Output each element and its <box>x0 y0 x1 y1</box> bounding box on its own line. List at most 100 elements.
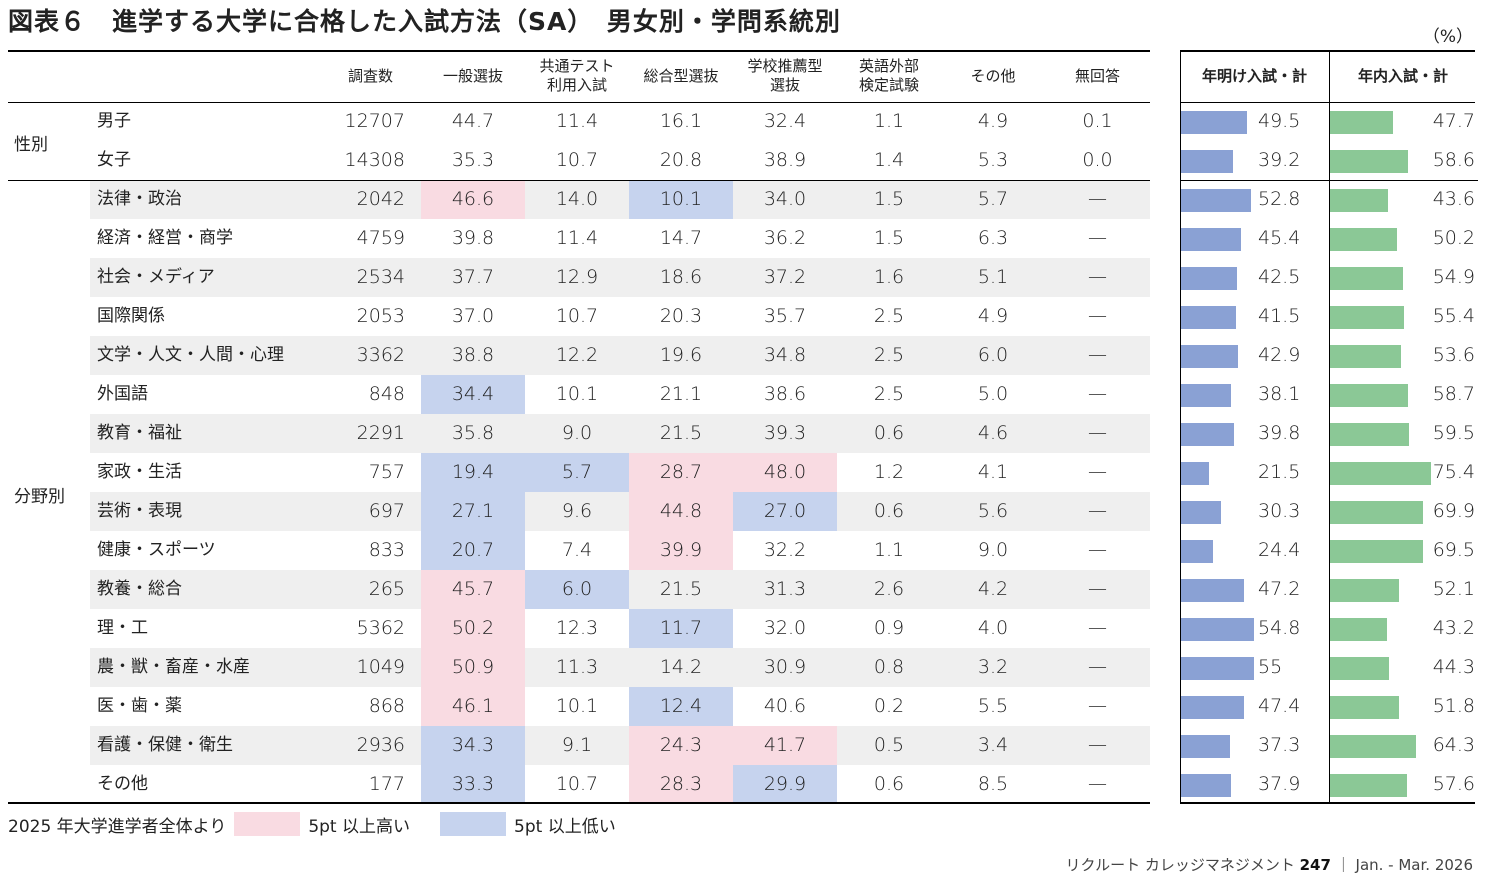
row-label: 法律・政治 <box>97 189 182 209</box>
value-cell: 18.6 <box>659 266 703 288</box>
value-cell: 5.7 <box>977 188 1009 210</box>
value-cell: 36.2 <box>763 227 807 249</box>
bar-year-end <box>1329 696 1399 719</box>
row-band <box>90 180 1150 219</box>
value-cell: 38.8 <box>451 344 495 366</box>
column-header: 学校推薦型 選抜 <box>747 57 823 94</box>
bar-year-start <box>1180 423 1234 446</box>
value-cell: 39.9 <box>629 531 733 570</box>
value-cell: 0.5 <box>873 734 905 756</box>
value-cell: 5.1 <box>977 266 1009 288</box>
bar-year-end <box>1329 423 1410 446</box>
bar-year-start <box>1180 228 1242 251</box>
value-cell: 21.1 <box>659 383 703 405</box>
figure-title: 図表６ 進学する大学に合格した入試方法（SA） 男女別・学問系統別 <box>8 7 841 36</box>
bar-year-end <box>1329 345 1402 368</box>
value-cell: 6.3 <box>977 227 1009 249</box>
column-header: 総合型選抜 <box>643 66 719 85</box>
row-band <box>90 258 1150 297</box>
value-cell: 0.8 <box>873 656 905 678</box>
value-cell: 50.9 <box>421 648 525 687</box>
value-cell: 14.7 <box>659 227 703 249</box>
bar-year-end <box>1329 657 1389 680</box>
bar-year-end <box>1329 462 1431 485</box>
count-cell: 265 <box>368 578 405 600</box>
value-cell: 11.4 <box>555 110 599 132</box>
value-cell: 10.1 <box>629 180 733 219</box>
bar-value-year-start: 49.5 <box>1258 110 1301 132</box>
value-cell: 12.9 <box>555 266 599 288</box>
bar-value-year-start: 42.5 <box>1258 266 1301 288</box>
value-cell: 0.6 <box>873 500 905 522</box>
value-cell: 24.3 <box>629 726 733 765</box>
row-band <box>90 726 1150 765</box>
value-cell: 37.2 <box>763 266 807 288</box>
value-cell: 5.7 <box>525 453 629 492</box>
bar-year-end <box>1329 735 1416 758</box>
value-cell: 1.4 <box>873 149 905 171</box>
bar-value-year-end: 47.7 <box>1432 110 1475 132</box>
value-cell: 0.9 <box>873 617 905 639</box>
value-cell: 16.1 <box>659 110 703 132</box>
value-cell: 40.6 <box>763 695 807 717</box>
value-cell: — <box>1088 500 1107 522</box>
right-column-header: 年明け入試・計 <box>1201 66 1307 85</box>
count-cell: 833 <box>368 539 405 561</box>
group-label-gender: 性別 <box>14 135 48 155</box>
value-cell: — <box>1088 188 1107 210</box>
row-label: 理・工 <box>97 618 148 638</box>
count-cell: 2291 <box>356 422 405 444</box>
bar-value-year-end: 64.3 <box>1432 734 1475 756</box>
value-cell: 34.8 <box>763 344 807 366</box>
row-label: 男子 <box>97 111 131 131</box>
value-cell: 19.6 <box>659 344 703 366</box>
column-header: 共通テスト 利用入試 <box>539 57 615 94</box>
value-cell: 6.0 <box>977 344 1009 366</box>
divider <box>8 50 1150 52</box>
value-cell: 11.7 <box>629 609 733 648</box>
divider <box>1180 50 1181 802</box>
bar-year-start <box>1180 579 1244 602</box>
bar-value-year-end: 54.9 <box>1432 266 1475 288</box>
count-cell: 848 <box>368 383 405 405</box>
column-header: 一般選抜 <box>442 66 503 85</box>
legend-low: 5pt 以上低い <box>514 816 616 837</box>
row-band <box>90 648 1150 687</box>
value-cell: 6.0 <box>525 570 629 609</box>
value-cell: 12.2 <box>555 344 599 366</box>
value-cell: 20.3 <box>659 305 703 327</box>
value-cell: 37.0 <box>451 305 495 327</box>
bar-value-year-start: 37.3 <box>1258 734 1301 756</box>
count-cell: 177 <box>368 773 405 795</box>
value-cell: 5.5 <box>977 695 1009 717</box>
divider <box>1180 802 1475 804</box>
value-cell: 10.7 <box>555 773 599 795</box>
row-label: その他 <box>97 774 148 794</box>
value-cell: 19.4 <box>421 453 525 492</box>
count-cell: 5362 <box>356 617 405 639</box>
divider <box>8 102 1150 103</box>
bar-year-start <box>1180 150 1233 173</box>
value-cell: 14.0 <box>555 188 599 210</box>
bar-value-year-end: 43.2 <box>1432 617 1475 639</box>
value-cell: 2.5 <box>873 383 905 405</box>
value-cell: — <box>1088 617 1107 639</box>
count-cell: 14308 <box>344 149 405 171</box>
row-label: 教養・総合 <box>97 579 182 599</box>
bar-value-year-start: 38.1 <box>1258 383 1301 405</box>
value-cell: — <box>1088 773 1107 795</box>
value-cell: — <box>1088 422 1107 444</box>
page-credit: リクルート カレッジマネジメント 247 ｜ Jan. - Mar. 2026 <box>1066 854 1473 875</box>
divider <box>8 180 1150 181</box>
bar-year-end <box>1329 150 1409 173</box>
bar-year-end <box>1329 618 1388 641</box>
row-label: 外国語 <box>97 384 148 404</box>
value-cell: 20.8 <box>659 149 703 171</box>
value-cell: 38.6 <box>763 383 807 405</box>
value-cell: — <box>1088 539 1107 561</box>
value-cell: 28.3 <box>629 765 733 804</box>
value-cell: 2.5 <box>873 305 905 327</box>
bar-year-start <box>1180 462 1210 485</box>
bar-value-year-start: 21.5 <box>1258 461 1301 483</box>
bar-year-start <box>1180 501 1221 524</box>
